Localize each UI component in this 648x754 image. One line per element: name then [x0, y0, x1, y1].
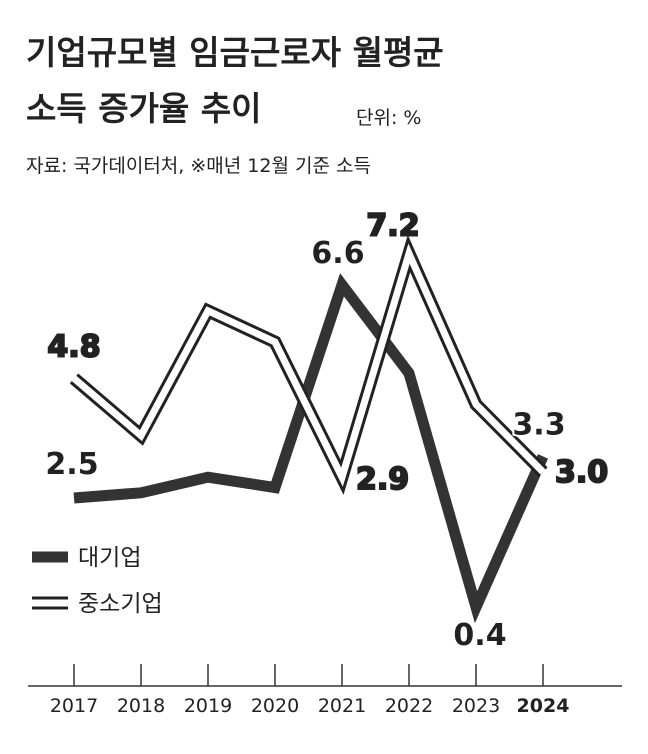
value-label: 3.0	[555, 455, 608, 490]
chart-title-line: 소득 증가율 추이	[26, 89, 262, 128]
value-label: 6.6	[311, 236, 364, 271]
value-label: 2.9	[356, 462, 409, 497]
x-tick-label: 2022	[385, 695, 433, 717]
x-tick-label: 2018	[117, 695, 165, 717]
value-label: 7.2	[366, 209, 419, 244]
series-outline	[69, 234, 548, 495]
value-label: 3.3	[512, 407, 565, 442]
x-tick-label: 2020	[251, 695, 299, 717]
x-tick-label: 2019	[184, 695, 232, 717]
value-label: 0.4	[453, 618, 506, 653]
series-line	[71, 243, 546, 487]
series-line	[73, 273, 549, 624]
unit: 단위: %	[356, 107, 421, 129]
legend-label: 중소기업	[78, 591, 163, 617]
x-tick-label: 2024	[517, 695, 570, 717]
x-tick-label: 2017	[50, 695, 98, 717]
x-tick-label: 2021	[318, 695, 366, 717]
source: 자료: 국가데이터처, ※매년 12월 기준 소득	[26, 155, 371, 177]
chart-title-line: 기업규모별 임금근로자 월평균	[26, 33, 444, 72]
value-label: 4.8	[47, 329, 100, 364]
value-label: 2.5	[45, 447, 98, 482]
legend-label: 대기업	[78, 545, 141, 571]
x-tick-label: 2023	[452, 695, 500, 717]
